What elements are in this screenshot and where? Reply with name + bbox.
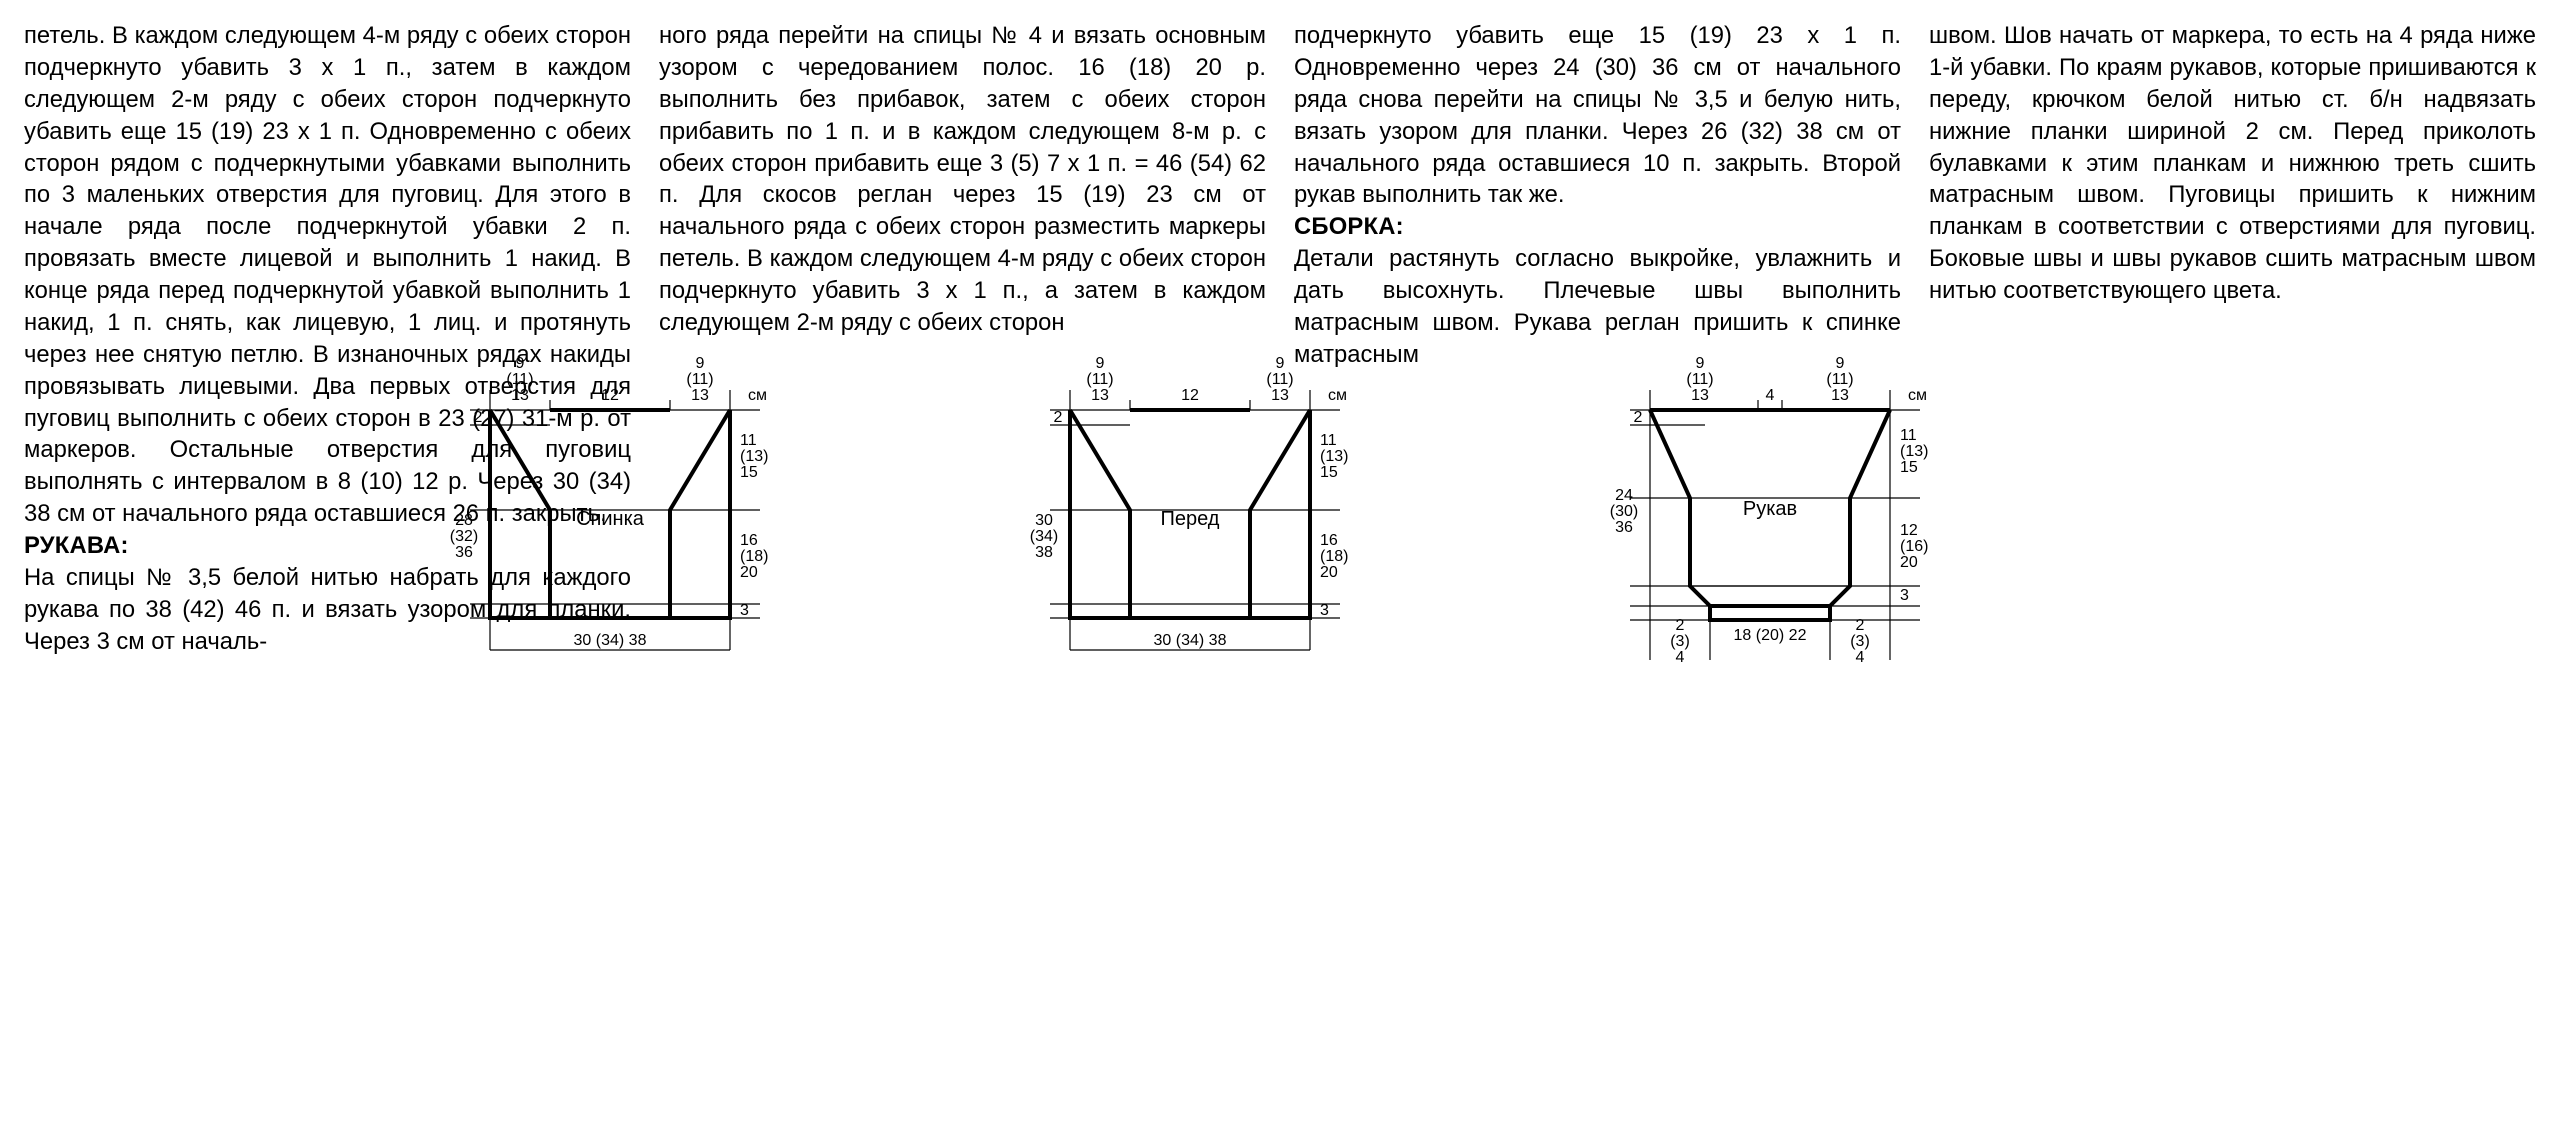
svg-text:12: 12 xyxy=(601,387,619,404)
svg-text:3: 3 xyxy=(740,602,749,619)
svg-text:16(18)20: 16(18)20 xyxy=(1320,532,1348,581)
piece-name: Спинка xyxy=(576,508,645,530)
svg-text:2: 2 xyxy=(474,409,483,426)
svg-text:28(32)36: 28(32)36 xyxy=(450,512,478,561)
svg-text:9(11)13: 9(11)13 xyxy=(1266,355,1293,404)
piece-name: Перед xyxy=(1161,508,1220,530)
svg-text:см: см xyxy=(748,387,767,404)
col4-para1: швом. Шов начать от маркера, то есть на … xyxy=(1929,20,2536,307)
schematic-front: Перед 9(11)13 12 9(11)13 см 2 11(13)15 3… xyxy=(1010,350,1390,685)
svg-text:2(3)4: 2(3)4 xyxy=(1670,617,1690,666)
svg-text:2: 2 xyxy=(1634,409,1643,426)
svg-text:9(11)13: 9(11)13 xyxy=(1086,355,1113,404)
svg-text:30 (34) 38: 30 (34) 38 xyxy=(574,632,647,649)
svg-text:16(18)20: 16(18)20 xyxy=(740,532,768,581)
svg-text:2: 2 xyxy=(1054,409,1063,426)
schematic-back: Спинка 9(11)13 12 9(11)13 см 2 11(13)15 … xyxy=(430,350,810,685)
svg-text:11(13)15: 11(13)15 xyxy=(740,432,768,481)
svg-text:18 (20) 22: 18 (20) 22 xyxy=(1734,627,1807,644)
svg-text:см: см xyxy=(1908,387,1927,404)
svg-text:12(16)20: 12(16)20 xyxy=(1900,522,1928,571)
svg-text:30(34)38: 30(34)38 xyxy=(1030,512,1058,561)
schematic-sleeve: Рукав 9(11)13 4 9(11)13 см 2 11(13)15 24… xyxy=(1590,350,1970,685)
svg-text:см: см xyxy=(1328,387,1347,404)
svg-text:12: 12 xyxy=(1181,387,1199,404)
piece-name: Рукав xyxy=(1743,498,1797,520)
svg-text:24(30)36: 24(30)36 xyxy=(1610,487,1638,536)
svg-text:3: 3 xyxy=(1900,587,1909,604)
svg-text:9(11)13: 9(11)13 xyxy=(1686,355,1713,404)
svg-text:11(13)15: 11(13)15 xyxy=(1900,427,1928,476)
svg-text:9(11)13: 9(11)13 xyxy=(506,355,533,404)
svg-text:9(11)13: 9(11)13 xyxy=(686,355,713,404)
col3-heading-assembly: СБОРКА: xyxy=(1294,211,1901,243)
svg-text:11(13)15: 11(13)15 xyxy=(1320,432,1348,481)
col2-para1: ного ряда перейти на спицы № 4 и вязать … xyxy=(659,20,1266,339)
svg-text:9(11)13: 9(11)13 xyxy=(1826,355,1853,404)
col3-para1: подчеркнуто убавить еще 15 (19) 23 x 1 п… xyxy=(1294,20,1901,211)
svg-text:3: 3 xyxy=(1320,602,1329,619)
svg-text:4: 4 xyxy=(1766,387,1775,404)
svg-text:2(3)4: 2(3)4 xyxy=(1850,617,1870,666)
schematics-row: Спинка 9(11)13 12 9(11)13 см 2 11(13)15 … xyxy=(430,350,2530,680)
svg-text:30 (34) 38: 30 (34) 38 xyxy=(1154,632,1227,649)
